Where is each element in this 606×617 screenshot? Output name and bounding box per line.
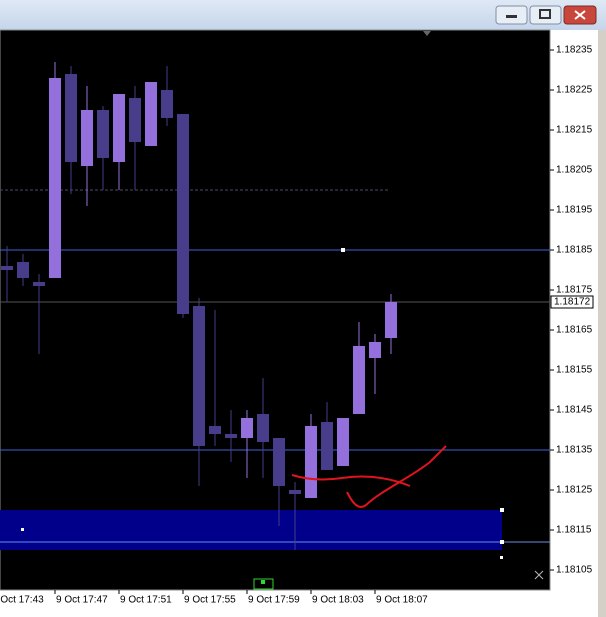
candle-body <box>193 306 205 446</box>
current-price-label: 1.18172 <box>554 297 591 308</box>
y-tick-label: 1.18165 <box>556 325 593 336</box>
candle-body <box>81 110 93 166</box>
candle-body <box>337 418 349 466</box>
candle-body <box>289 490 301 494</box>
candle-body <box>129 98 141 142</box>
y-tick-label: 1.18145 <box>556 405 593 416</box>
candle-body <box>273 438 285 486</box>
freehand-line <box>291 474 411 487</box>
x-tick-label: 9 Oct 18:07 <box>376 595 428 606</box>
candle-body <box>113 94 125 162</box>
y-tick-label: 1.18185 <box>556 245 593 256</box>
candle-body <box>353 346 365 414</box>
shift-marker <box>423 31 431 36</box>
candle-body <box>33 282 45 286</box>
restore-icon <box>539 9 551 19</box>
freehand-line <box>346 445 447 508</box>
y-tick-label: 1.18195 <box>556 205 593 216</box>
x-tick-label: 9 Oct 17:47 <box>56 595 108 606</box>
event-marker[interactable] <box>253 578 274 590</box>
y-tick-label: 1.18135 <box>556 445 593 456</box>
price-zone <box>0 510 502 550</box>
candle-body <box>177 114 189 314</box>
x-tick-label: 9 Oct 17:55 <box>184 595 236 606</box>
candle-body <box>17 262 29 278</box>
y-tick-label: 1.18115 <box>556 525 592 536</box>
x-tick-label: 9 Oct 18:03 <box>312 595 364 606</box>
zone-handle <box>500 556 503 559</box>
candle-body <box>305 426 317 498</box>
level-handle <box>500 540 504 544</box>
plot <box>0 62 550 559</box>
y-tick-label: 1.18225 <box>556 85 593 96</box>
candle-body <box>97 110 109 158</box>
y-tick-label: 1.18155 <box>556 365 593 376</box>
candle-body <box>65 74 77 162</box>
candle-body <box>161 90 173 118</box>
candle-body <box>385 302 397 338</box>
y-tick-label: 1.18215 <box>556 125 593 136</box>
candle-body <box>145 82 157 146</box>
minimize-icon <box>506 15 517 18</box>
corner-icon <box>534 570 544 580</box>
candle-body <box>209 426 221 434</box>
x-tick-label: 9 Oct 17:43 <box>0 595 44 606</box>
event-dot <box>261 580 265 584</box>
y-tick-label: 1.18205 <box>556 165 593 176</box>
candle-body <box>257 414 269 442</box>
candle-body <box>369 342 381 358</box>
candle-body <box>49 78 61 278</box>
zone-handle <box>21 528 24 531</box>
x-tick-label: 9 Oct 17:59 <box>248 595 300 606</box>
x-tick-label: 9 Oct 17:51 <box>120 595 172 606</box>
candle-body <box>225 434 237 438</box>
restore-button[interactable] <box>529 5 562 25</box>
current-price-box <box>550 295 594 309</box>
zone-handle <box>500 508 504 512</box>
y-tick-label: 1.18125 <box>556 485 593 496</box>
candle-body <box>241 418 253 438</box>
y-tick-label: 1.18105 <box>556 565 593 576</box>
annotations <box>253 445 544 590</box>
window-edge <box>598 30 606 617</box>
y-tick-label: 1.18235 <box>556 45 593 56</box>
candle-body <box>1 266 13 270</box>
candle-body <box>321 422 333 470</box>
close-icon <box>574 10 586 20</box>
level-handle <box>341 248 345 252</box>
y-tick-label: 1.18175 <box>556 285 593 296</box>
